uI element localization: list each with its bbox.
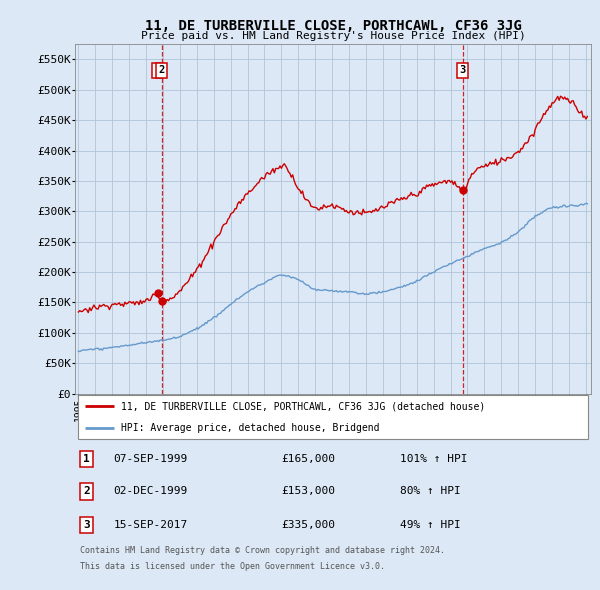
Text: 3: 3 [460,65,466,76]
Text: 1: 1 [155,65,161,76]
Text: £165,000: £165,000 [281,454,335,464]
Text: 2: 2 [158,65,165,76]
Text: 101% ↑ HPI: 101% ↑ HPI [400,454,467,464]
Text: 3: 3 [83,520,90,530]
Text: £153,000: £153,000 [281,486,335,496]
Text: 15-SEP-2017: 15-SEP-2017 [114,520,188,530]
Text: Price paid vs. HM Land Registry's House Price Index (HPI): Price paid vs. HM Land Registry's House … [140,31,526,41]
FancyBboxPatch shape [77,395,589,439]
Text: 11, DE TURBERVILLE CLOSE, PORTHCAWL, CF36 3JG: 11, DE TURBERVILLE CLOSE, PORTHCAWL, CF3… [145,19,521,33]
Text: 1: 1 [83,454,90,464]
Text: 11, DE TURBERVILLE CLOSE, PORTHCAWL, CF36 3JG (detached house): 11, DE TURBERVILLE CLOSE, PORTHCAWL, CF3… [121,401,485,411]
Text: 02-DEC-1999: 02-DEC-1999 [114,486,188,496]
Text: 2: 2 [83,486,90,496]
Text: This data is licensed under the Open Government Licence v3.0.: This data is licensed under the Open Gov… [80,562,385,571]
Text: 49% ↑ HPI: 49% ↑ HPI [400,520,461,530]
Text: £335,000: £335,000 [281,520,335,530]
Text: HPI: Average price, detached house, Bridgend: HPI: Average price, detached house, Brid… [121,422,380,432]
Text: 80% ↑ HPI: 80% ↑ HPI [400,486,461,496]
Text: Contains HM Land Registry data © Crown copyright and database right 2024.: Contains HM Land Registry data © Crown c… [80,546,445,555]
Text: 07-SEP-1999: 07-SEP-1999 [114,454,188,464]
